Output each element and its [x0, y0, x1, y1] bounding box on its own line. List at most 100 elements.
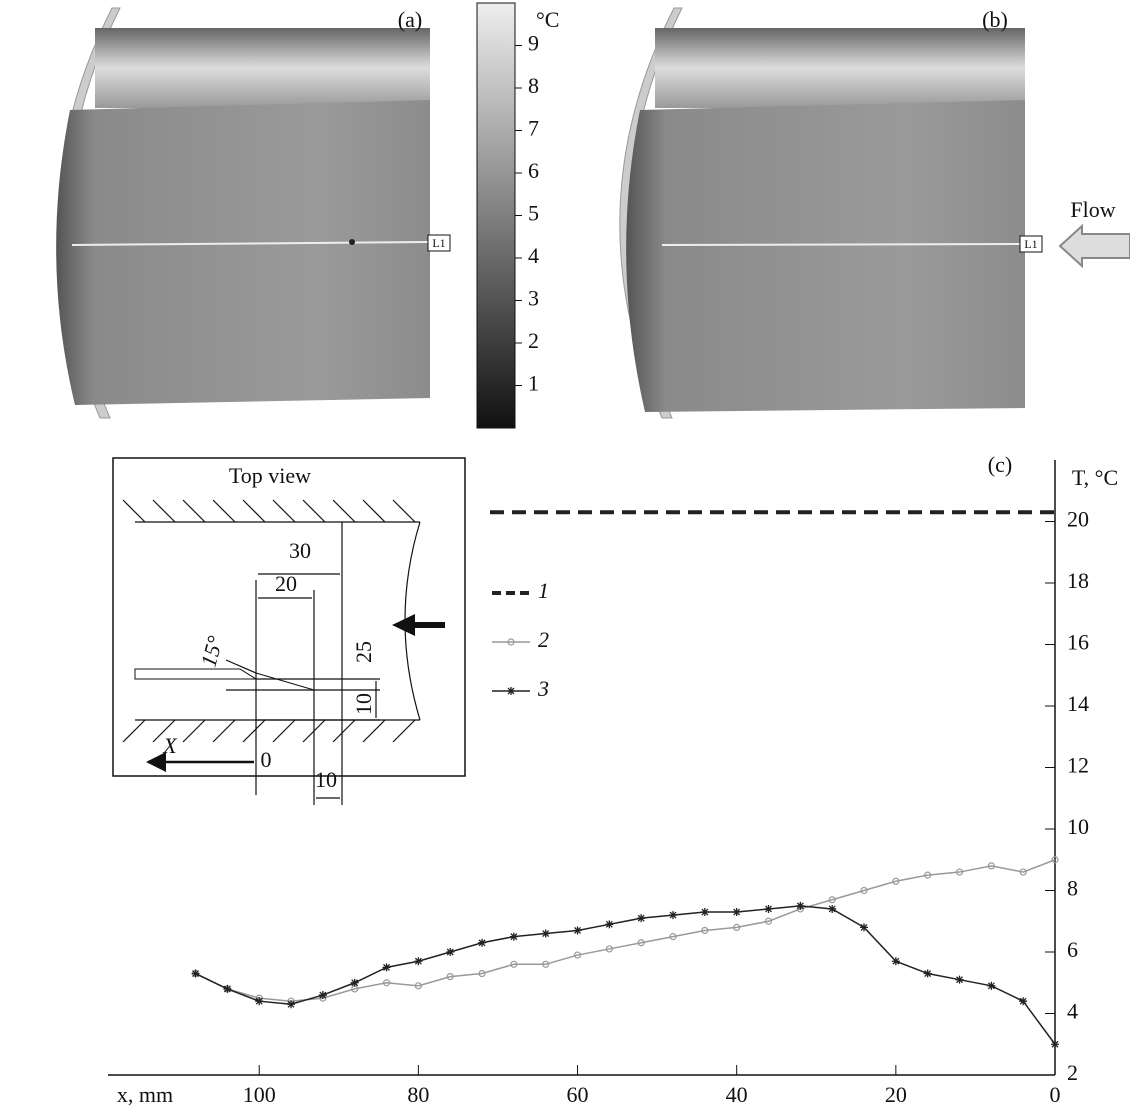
x-tick-label: 20 — [885, 1082, 907, 1107]
legend-marker — [507, 638, 515, 646]
y-tick-label: 18 — [1067, 568, 1089, 593]
data-point — [382, 963, 391, 972]
data-point — [414, 982, 422, 990]
y-tick-label: 8 — [1067, 876, 1078, 901]
data-point — [191, 969, 200, 978]
data-point — [350, 978, 359, 987]
data-point — [891, 957, 900, 966]
inset-title: Top view — [229, 463, 311, 488]
dimension: 25 — [351, 641, 376, 663]
y-tick-label: 4 — [1067, 999, 1078, 1024]
data-point — [828, 896, 836, 904]
x-tick-label: 0 — [1050, 1082, 1061, 1107]
inset-diagram: Top view 30 20 25 15° 10 10 X 0 — [112, 457, 466, 805]
data-point — [478, 969, 486, 978]
colorbar-tick-label: 9 — [528, 31, 539, 56]
legend-label: 3 — [537, 676, 549, 701]
dimension: 20 — [275, 571, 297, 596]
data-point — [987, 862, 995, 870]
data-point — [637, 914, 646, 923]
x-tick-label: 100 — [243, 1082, 276, 1107]
panel-label: (b) — [982, 7, 1008, 32]
legend-label: 1 — [538, 578, 549, 603]
data-point — [764, 904, 773, 913]
chart-c: (c) T, °C x, mm 100 80 60 40 20 0246810121416… — [108, 452, 1118, 1107]
data-point — [732, 908, 741, 917]
line-label: L1 — [1024, 237, 1037, 251]
data-point — [860, 886, 868, 895]
dimension: 30 — [289, 538, 311, 563]
data-point — [1019, 997, 1028, 1006]
data-point — [764, 917, 773, 925]
data-point — [955, 975, 964, 984]
flow-label: Flow — [1070, 197, 1115, 222]
data-point — [669, 911, 678, 920]
panel-label: (c) — [988, 452, 1012, 477]
data-point — [1019, 868, 1027, 876]
data-point — [509, 932, 518, 941]
data-point — [255, 997, 264, 1006]
y-tick-label: 14 — [1067, 691, 1089, 716]
x-tick-label: 80 — [407, 1082, 429, 1107]
data-point — [605, 945, 613, 953]
data-point — [318, 991, 327, 1000]
data-point — [446, 972, 454, 981]
legend-label: 2 — [538, 627, 549, 652]
y-tick-label: 16 — [1067, 630, 1089, 655]
data-point — [478, 938, 487, 947]
data-point — [987, 981, 996, 990]
flow-arrow — [1058, 223, 1130, 269]
dimension: 10 — [315, 767, 337, 792]
axis-label: X — [162, 733, 178, 758]
y-tick-label: 10 — [1067, 814, 1089, 839]
colorbar-tick-label: 3 — [528, 286, 539, 311]
thermal-image-a: L1 (a) — [56, 7, 451, 419]
data-point — [955, 868, 964, 876]
y-tick-label: 20 — [1067, 507, 1089, 532]
data-point — [796, 901, 805, 910]
legend-marker — [507, 687, 515, 695]
line-label: L1 — [432, 236, 445, 250]
y-tick-label: 6 — [1067, 937, 1078, 962]
colorbar-tick-label: 6 — [528, 158, 539, 183]
series-line — [195, 905, 1056, 1045]
y-axis-label: T, °C — [1072, 465, 1118, 490]
data-point — [860, 923, 869, 932]
data-point — [542, 960, 550, 968]
data-point — [382, 979, 391, 987]
origin-label: 0 — [261, 747, 272, 772]
data-point — [924, 871, 932, 879]
colorbar-tick-label: 8 — [528, 73, 539, 98]
data-point — [923, 969, 932, 978]
y-tick-label: 2 — [1067, 1060, 1078, 1085]
data-point — [287, 1000, 296, 1009]
thermal-image-b: L1 (b) Flow — [619, 7, 1130, 419]
data-point — [414, 957, 423, 966]
data-point — [701, 926, 709, 935]
data-point — [573, 926, 582, 935]
colorbar: °C 1 2 3 4 5 6 7 8 9 — [476, 2, 559, 429]
data-point — [541, 929, 550, 938]
x-tick-label: 60 — [567, 1082, 589, 1107]
data-point — [637, 939, 645, 947]
data-point — [446, 948, 455, 956]
data-point — [733, 923, 741, 932]
y-tick-label: 12 — [1067, 753, 1089, 778]
data-point — [669, 933, 677, 941]
data-point — [828, 904, 837, 913]
data-point — [573, 951, 582, 959]
colorbar-label: °C — [536, 7, 559, 32]
data-point — [605, 920, 614, 929]
x-axis-label: x, mm — [117, 1082, 173, 1107]
x-tick-label: 40 — [726, 1082, 748, 1107]
dimension: 10 — [351, 693, 376, 715]
panel-label: (a) — [398, 7, 422, 32]
data-point — [1051, 856, 1059, 864]
data-point — [223, 984, 232, 993]
colorbar-tick-label: 7 — [528, 116, 539, 141]
data-point — [892, 877, 900, 885]
colorbar-tick-label: 1 — [528, 371, 539, 396]
data-point — [1051, 1040, 1059, 1049]
series-line — [195, 859, 1056, 1002]
